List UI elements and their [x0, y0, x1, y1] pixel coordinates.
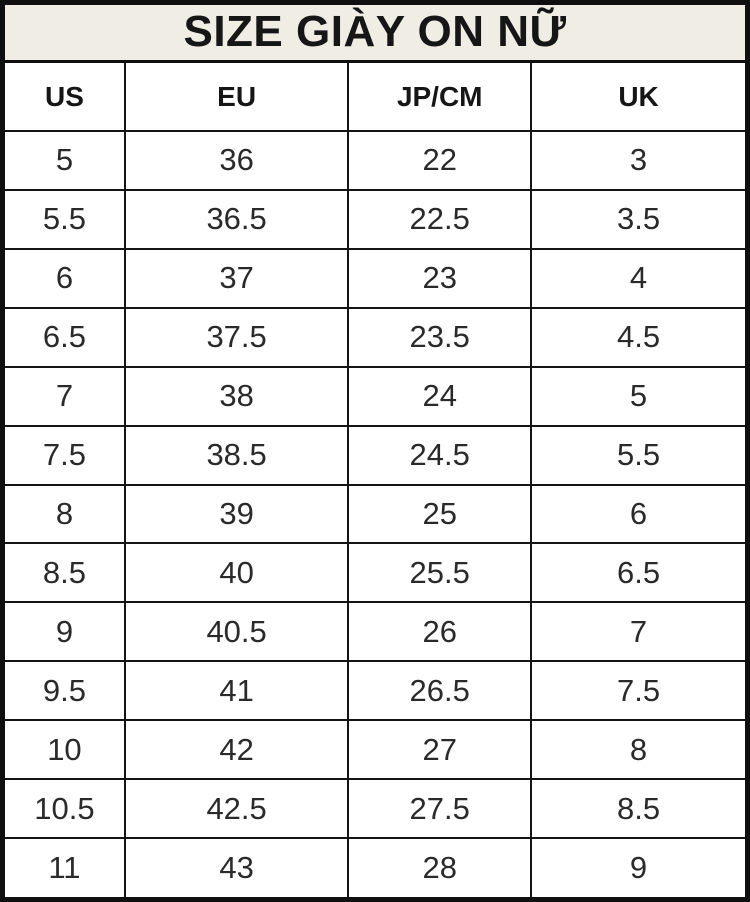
- size-cell: 8: [530, 719, 745, 781]
- column-header-uk: UK: [530, 63, 745, 132]
- table-row: 10 42 27 8: [5, 719, 745, 781]
- size-cell: 4: [530, 247, 745, 309]
- size-cell: 8.5: [530, 778, 745, 840]
- size-cell: 6.5: [5, 306, 126, 368]
- table-row: 6 37 23 4: [5, 247, 745, 309]
- table-row: 11 43 28 9: [5, 837, 745, 897]
- chart-title: SIZE GIÀY ON NỮ: [183, 6, 567, 56]
- size-cell: 11: [5, 837, 126, 897]
- size-cell: 5.5: [530, 424, 745, 486]
- size-cell: 27: [347, 719, 533, 781]
- size-cell: 26: [347, 601, 533, 663]
- table-row: 8 39 25 6: [5, 483, 745, 545]
- size-cell: 26.5: [347, 660, 533, 722]
- size-cell: 5: [530, 365, 745, 427]
- size-cell: 7.5: [5, 424, 126, 486]
- chart-title-bar: SIZE GIÀY ON NỮ: [5, 5, 745, 63]
- size-cell: 8: [5, 483, 126, 545]
- size-cell: 9: [5, 601, 126, 663]
- size-cell: 8.5: [5, 542, 126, 604]
- size-cell: 38: [123, 365, 350, 427]
- size-cell: 5: [5, 130, 126, 191]
- size-cell: 22.5: [347, 188, 533, 250]
- size-cell: 9.5: [5, 660, 126, 722]
- size-cell: 3.5: [530, 188, 745, 250]
- table-row: 8.5 40 25.5 6.5: [5, 542, 745, 604]
- size-cell: 5.5: [5, 188, 126, 250]
- size-cell: 23.5: [347, 306, 533, 368]
- table-row: 9 40.5 26 7: [5, 601, 745, 663]
- size-cell: 25.5: [347, 542, 533, 604]
- table-row: 9.5 41 26.5 7.5: [5, 660, 745, 722]
- size-cell: 39: [123, 483, 350, 545]
- table-row: 5 36 22 3: [5, 130, 745, 191]
- size-conversion-table: US EU JP/CM UK 5 36 22 3 5.5 36.5 22.5 3.5 6 37 23…: [5, 63, 745, 897]
- size-cell: 37.5: [123, 306, 350, 368]
- size-cell: 38.5: [123, 424, 350, 486]
- column-header-eu: EU: [123, 63, 350, 132]
- size-cell: 23: [347, 247, 533, 309]
- table-row: 7.5 38.5 24.5 5.5: [5, 424, 745, 486]
- size-cell: 7.5: [530, 660, 745, 722]
- header-row: US EU JP/CM UK: [5, 63, 745, 132]
- size-cell: 7: [5, 365, 126, 427]
- size-cell: 40: [123, 542, 350, 604]
- table-row: 7 38 24 5: [5, 365, 745, 427]
- size-cell: 36.5: [123, 188, 350, 250]
- size-cell: 10: [5, 719, 126, 781]
- size-cell: 7: [530, 601, 745, 663]
- size-cell: 3: [530, 130, 745, 191]
- column-header-jpcm: JP/CM: [347, 63, 533, 132]
- size-cell: 24: [347, 365, 533, 427]
- size-cell: 43: [123, 837, 350, 897]
- size-cell: 42.5: [123, 778, 350, 840]
- size-cell: 6: [5, 247, 126, 309]
- size-cell: 24.5: [347, 424, 533, 486]
- size-cell: 36: [123, 130, 350, 191]
- size-cell: 37: [123, 247, 350, 309]
- size-cell: 22: [347, 130, 533, 191]
- size-cell: 4.5: [530, 306, 745, 368]
- size-cell: 10.5: [5, 778, 126, 840]
- table-row: 5.5 36.5 22.5 3.5: [5, 188, 745, 250]
- size-cell: 9: [530, 837, 745, 897]
- size-cell: 40.5: [123, 601, 350, 663]
- size-cell: 27.5: [347, 778, 533, 840]
- size-cell: 25: [347, 483, 533, 545]
- size-cell: 6: [530, 483, 745, 545]
- table-row: 10.5 42.5 27.5 8.5: [5, 778, 745, 840]
- size-cell: 28: [347, 837, 533, 897]
- table-body: 5 36 22 3 5.5 36.5 22.5 3.5 6 37 23 4 6.5 37.5 23.5 4.5…: [5, 130, 745, 897]
- column-header-us: US: [5, 63, 126, 132]
- table-row: 6.5 37.5 23.5 4.5: [5, 306, 745, 368]
- size-cell: 42: [123, 719, 350, 781]
- size-cell: 41: [123, 660, 350, 722]
- size-cell: 6.5: [530, 542, 745, 604]
